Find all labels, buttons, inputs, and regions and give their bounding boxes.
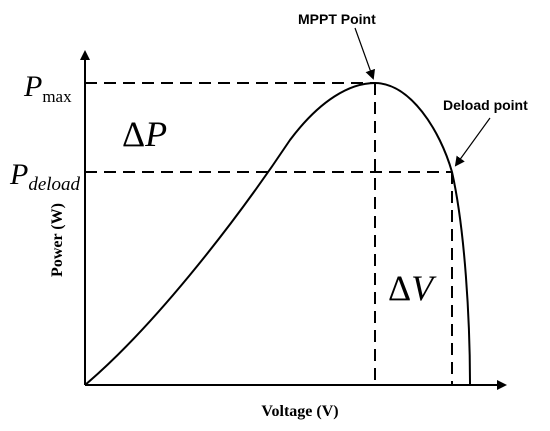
pdeload-label: Pdeload: [9, 158, 81, 195]
deload-label: Deload point: [443, 97, 528, 113]
delta-variable: V: [411, 268, 437, 308]
y-axis-label: Power (W): [49, 203, 66, 277]
pdeload-subscript: deload: [28, 174, 80, 195]
pmax-subscript: max: [42, 87, 72, 106]
delta-v: ΔV: [388, 268, 437, 308]
pv-curve: [84, 81, 471, 386]
pmax-symbol: P: [23, 70, 42, 103]
delta-p: ΔP: [122, 114, 167, 154]
mppt-label: MPPT Point: [298, 11, 376, 27]
delta-variable: P: [144, 114, 167, 154]
deload-arrow: [454, 117, 491, 167]
delta-symbol: Δ: [122, 114, 145, 154]
pmax-label: Pmax: [23, 70, 72, 106]
x-axis-label: Voltage (V): [261, 403, 338, 420]
delta-symbol: Δ: [388, 268, 411, 308]
mppt-arrow: [354, 27, 375, 80]
pdeload-symbol: P: [9, 158, 28, 191]
